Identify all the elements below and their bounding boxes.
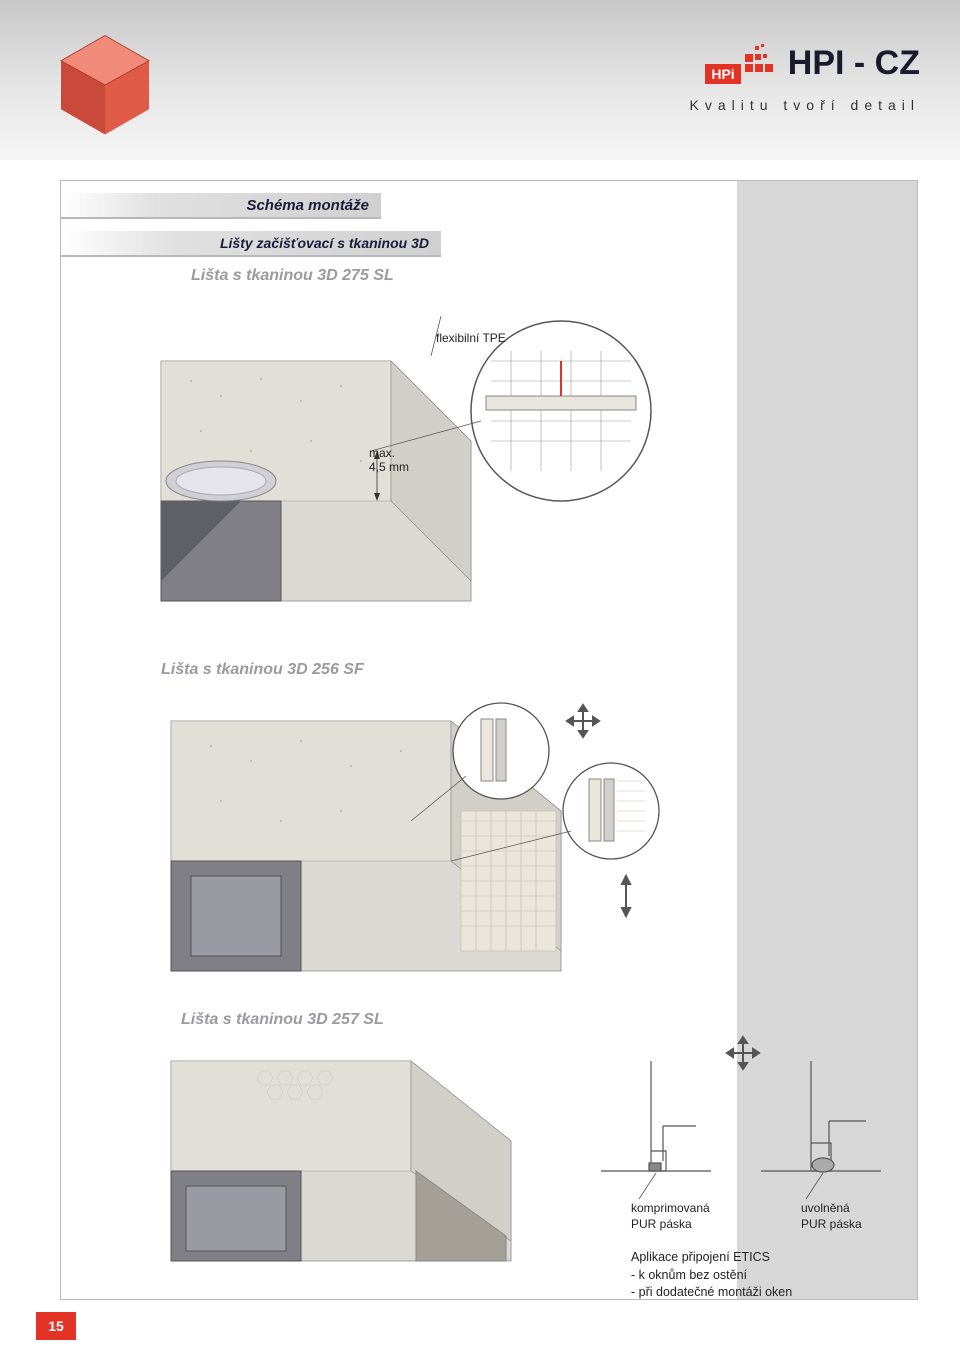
section-title-3: Lišta s tkaninou 3D 257 SL [181, 1011, 384, 1029]
callout-compressed-pur: komprimovaná PUR páska [631, 1201, 710, 1232]
content-frame: Schéma montáže Lišty začišťovací s tkani… [60, 180, 918, 1300]
callout-komp-l2: PUR páska [631, 1217, 692, 1231]
callout-max-line1: max. [369, 446, 395, 460]
application-text: Aplikace připojení ETICS - k oknům bez o… [631, 1249, 792, 1302]
callout-komp-l1: komprimovaná [631, 1201, 710, 1215]
section-title-1: Lišta s tkaninou 3D 275 SL [191, 267, 394, 285]
profile-cross-sections [591, 1031, 891, 1271]
brand-tagline: Kvalitu tvoří detail [690, 97, 921, 113]
brand-logo: HPi HPI - CZ Kvalitu tvoří detail [690, 38, 921, 113]
assembly-diagram-256sf [131, 691, 691, 981]
heading-sub: Lišty začišťovací s tkaninou 3D [61, 231, 441, 257]
heading-main: Schéma montáže [61, 193, 381, 219]
callout-uvol-l2: PUR páska [801, 1217, 862, 1231]
assembly-diagram-275sl [131, 301, 691, 611]
svg-text:HPi: HPi [712, 66, 735, 82]
assembly-diagram-257sl [131, 1041, 571, 1271]
cube-icon [50, 30, 160, 140]
callout-uvol-l1: uvolněná [801, 1201, 850, 1215]
page-number: 15 [36, 1312, 76, 1340]
app-heading: Aplikace připojení ETICS [631, 1249, 792, 1267]
callout-released-pur: uvolněná PUR páska [801, 1201, 862, 1232]
brand-name: HPI - CZ [788, 44, 920, 83]
page-header: HPi HPI - CZ Kvalitu tvoří detail [0, 0, 960, 160]
app-bullet-2: - při dodatečné montáži oken [631, 1284, 792, 1302]
section-title-2: Lišta s tkaninou 3D 256 SF [161, 661, 364, 679]
callout-flexible-tpe: flexibilní TPE [436, 331, 506, 345]
callout-max-gap: max. 4,5 mm [369, 446, 409, 475]
app-bullet-1: - k oknům bez ostění [631, 1267, 792, 1285]
logo-squares-icon: HPi [705, 38, 775, 89]
callout-max-line2: 4,5 mm [369, 460, 409, 474]
